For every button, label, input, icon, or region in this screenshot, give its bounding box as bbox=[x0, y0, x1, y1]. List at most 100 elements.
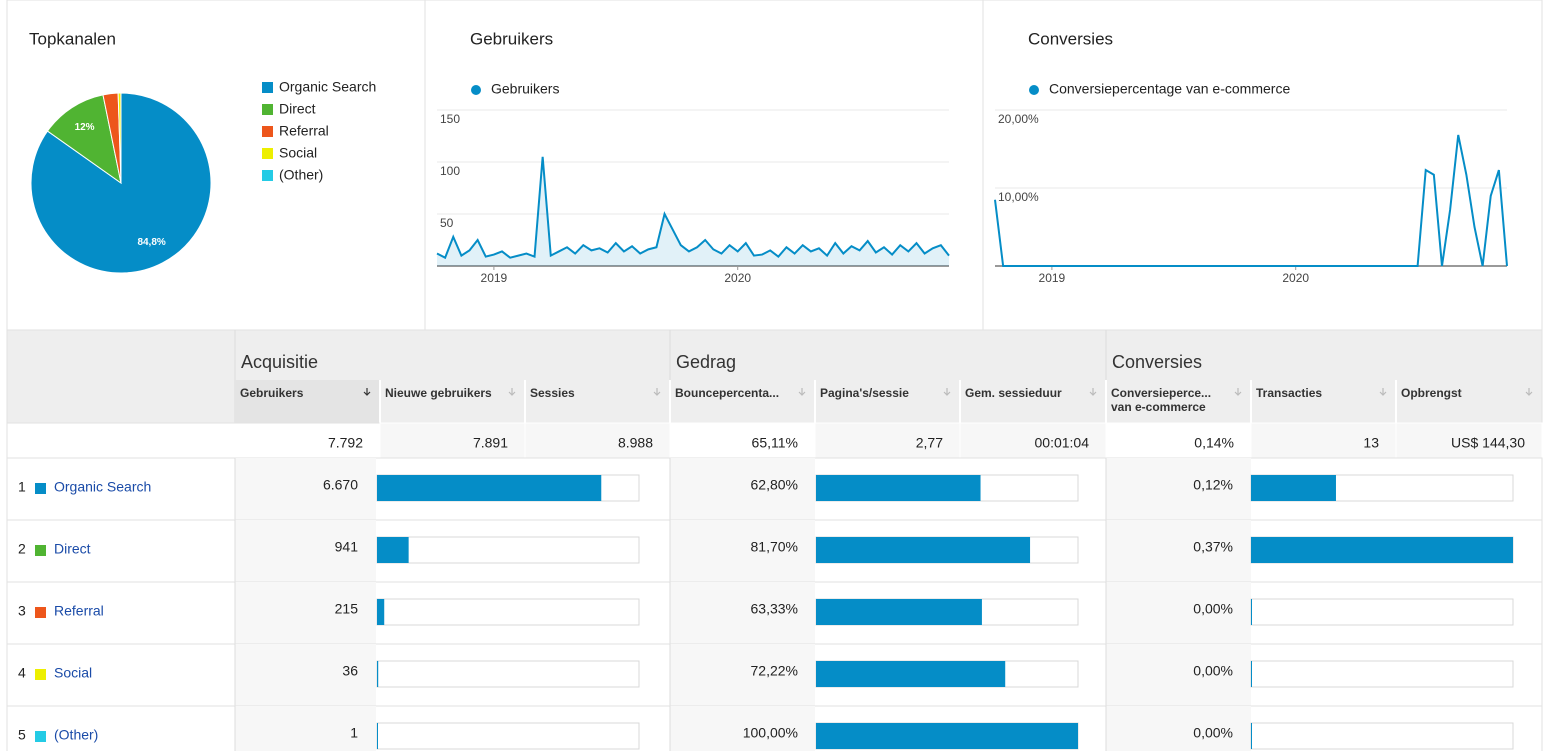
column-header: Transacties bbox=[1256, 386, 1323, 400]
row-cell-shade bbox=[670, 458, 815, 520]
total-value: 8.988 bbox=[618, 435, 653, 451]
column-header-text[interactable]: Gebruikers bbox=[240, 386, 304, 400]
bar bbox=[377, 723, 378, 749]
bar-track bbox=[1250, 722, 1514, 750]
column-header-text[interactable]: Pagina's/sessie bbox=[820, 386, 909, 400]
row-cell-shade bbox=[670, 582, 815, 644]
bar bbox=[377, 599, 385, 625]
channel-swatch bbox=[35, 669, 46, 680]
legend-label: Gebruikers bbox=[491, 81, 559, 97]
group-label: Gedrag bbox=[676, 352, 736, 372]
channel-link[interactable]: Direct bbox=[54, 541, 91, 557]
totals-cell bbox=[959, 422, 1107, 459]
bar bbox=[816, 661, 1006, 687]
total-value: US$ 144,30 bbox=[1451, 435, 1525, 451]
column-header-text[interactable]: Nieuwe gebruikers bbox=[385, 386, 492, 400]
column-header-text[interactable]: Transacties bbox=[1256, 386, 1323, 400]
legend-label: Referral bbox=[279, 123, 329, 139]
channel-link[interactable]: Organic Search bbox=[54, 479, 151, 495]
sort-icon bbox=[798, 388, 806, 396]
sort-icon bbox=[1234, 388, 1242, 396]
row-rank: 4 bbox=[18, 665, 26, 681]
total-value: 0,14% bbox=[1194, 435, 1234, 451]
chart-title: Conversies bbox=[1028, 29, 1113, 48]
row-rank: 3 bbox=[18, 603, 26, 619]
sort-icon bbox=[1379, 388, 1387, 396]
cell-value: 0,00% bbox=[1193, 663, 1233, 679]
channel-link[interactable]: Social bbox=[54, 665, 92, 681]
cell-value: 941 bbox=[335, 539, 359, 555]
row-cell-shade bbox=[235, 644, 376, 706]
slice-label: 84,8% bbox=[137, 237, 165, 248]
bar bbox=[1251, 661, 1252, 687]
total-value: 2,77 bbox=[916, 435, 943, 451]
legend-label: Social bbox=[279, 145, 317, 161]
bar-track bbox=[376, 598, 640, 626]
bar bbox=[816, 599, 982, 625]
chart-title: Gebruikers bbox=[470, 29, 553, 48]
cell-value: 36 bbox=[342, 663, 358, 679]
bar bbox=[377, 475, 602, 501]
bar-track bbox=[376, 660, 640, 688]
series-line bbox=[436, 156, 950, 260]
column-header: Conversieperce... van e-commerce bbox=[1111, 386, 1212, 414]
sort-icon bbox=[1089, 388, 1097, 396]
column-header: Bouncepercenta... bbox=[675, 386, 780, 400]
pie-slice bbox=[46, 94, 122, 185]
cell-value: 100,00% bbox=[743, 725, 798, 741]
sort-icon bbox=[508, 388, 516, 396]
bar bbox=[816, 723, 1078, 749]
row-cell-shade bbox=[1106, 582, 1251, 644]
bar bbox=[816, 537, 1031, 563]
totals-cell bbox=[524, 422, 671, 459]
slice-label: 12% bbox=[75, 122, 95, 133]
total-value: 7.891 bbox=[473, 435, 508, 451]
legend-label: (Other) bbox=[279, 167, 323, 183]
column-header-text[interactable]: Sessies bbox=[530, 386, 575, 400]
y-tick-label: 150 bbox=[440, 112, 460, 126]
column-header-text[interactable]: Gem. sessieduur bbox=[965, 386, 1062, 400]
group-label: Acquisitie bbox=[241, 352, 318, 372]
column-header: Opbrengst bbox=[1401, 386, 1462, 400]
cell-value: 62,80% bbox=[751, 477, 798, 493]
series-area bbox=[437, 156, 949, 266]
bar bbox=[377, 661, 379, 687]
legend-label: Direct bbox=[279, 101, 316, 117]
series-line bbox=[994, 134, 1508, 267]
row-cell-shade bbox=[1106, 706, 1251, 751]
y-tick-label: 10,00% bbox=[998, 190, 1039, 204]
legend-swatch bbox=[262, 82, 273, 93]
column-header: Pagina's/sessie bbox=[820, 386, 909, 400]
sort-icon bbox=[1525, 388, 1533, 396]
row-cell-shade bbox=[670, 520, 815, 582]
row-cell-shade bbox=[235, 706, 376, 751]
row-cell-shade bbox=[1106, 644, 1251, 706]
row-cell-shade bbox=[670, 644, 815, 706]
column-header: Sessies bbox=[530, 386, 575, 400]
cell-value: 6.670 bbox=[323, 477, 358, 493]
sort-icon bbox=[943, 388, 951, 396]
total-value: 00:01:04 bbox=[1035, 435, 1090, 451]
channel-link[interactable]: (Other) bbox=[54, 727, 98, 743]
row-cell-shade bbox=[235, 582, 376, 644]
cell-value: 72,22% bbox=[751, 663, 798, 679]
row-rank: 2 bbox=[18, 541, 26, 557]
column-header-text[interactable]: Bouncepercenta... bbox=[675, 386, 780, 400]
channel-link[interactable]: Referral bbox=[54, 603, 104, 619]
column-header-text[interactable]: Conversieperce... van e-commerce bbox=[1111, 386, 1212, 414]
bar bbox=[1251, 599, 1252, 625]
column-header: Gem. sessieduur bbox=[965, 386, 1062, 400]
column-header-text[interactable]: Opbrengst bbox=[1401, 386, 1462, 400]
legend-dot bbox=[1029, 85, 1039, 95]
legend-swatch bbox=[262, 170, 273, 181]
row-rank: 1 bbox=[18, 479, 26, 495]
channel-swatch bbox=[35, 731, 46, 742]
cell-value: 0,00% bbox=[1193, 601, 1233, 617]
cell-value: 81,70% bbox=[751, 539, 798, 555]
total-value: 65,11% bbox=[752, 435, 798, 451]
legend-swatch bbox=[262, 148, 273, 159]
column-header: Nieuwe gebruikers bbox=[385, 386, 492, 400]
legend-label: Conversiepercentage van e-commerce bbox=[1049, 81, 1290, 97]
legend-dot bbox=[471, 85, 481, 95]
bar bbox=[377, 537, 409, 563]
